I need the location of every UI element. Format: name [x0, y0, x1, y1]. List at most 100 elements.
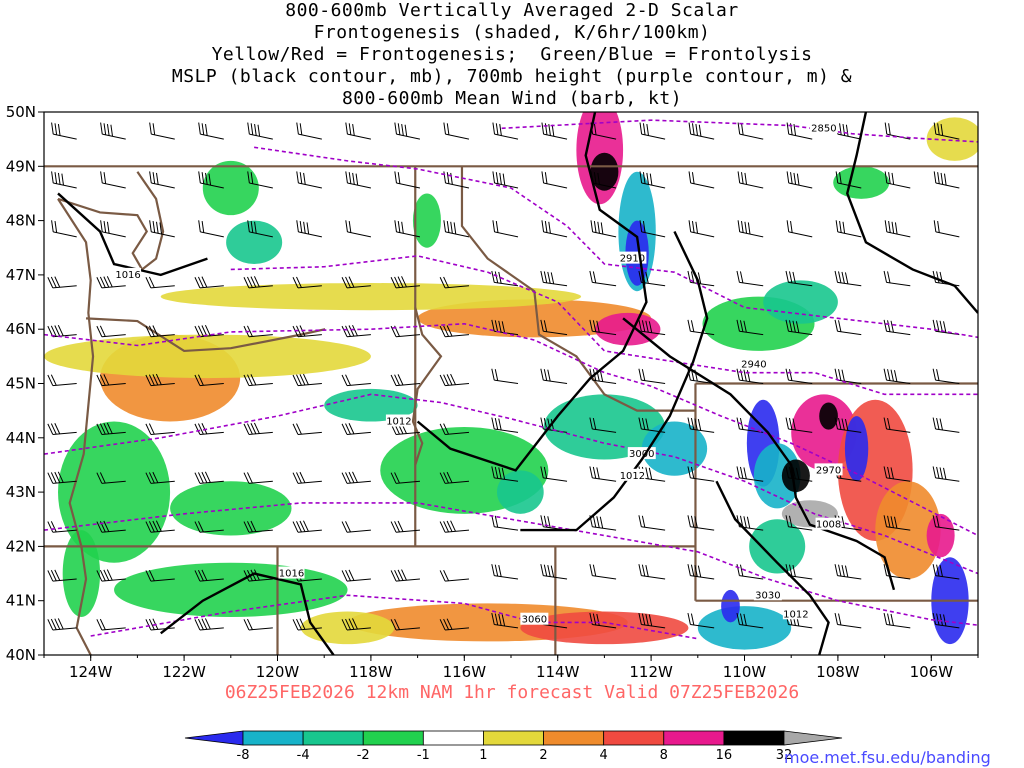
frontogenesis-patch-30	[114, 562, 348, 617]
wind-barb-156	[243, 520, 273, 533]
wind-barb-53	[786, 220, 813, 238]
mslp-label-bg-4	[782, 607, 809, 620]
wind-barb-50	[639, 220, 666, 238]
wind-barb-14	[737, 122, 764, 140]
wind-barb-15	[786, 122, 813, 140]
wind-barb-171	[47, 569, 77, 582]
wind-barb-195	[292, 618, 322, 631]
wind-barb-46	[443, 220, 470, 238]
wind-barb-16	[835, 122, 862, 140]
wind-barb-109	[736, 368, 764, 384]
wind-barb-206	[834, 612, 862, 629]
wind-barb-167	[785, 515, 813, 531]
mslp-contour-4	[715, 480, 830, 655]
mslp-contour-1	[416, 112, 648, 472]
lon-tick-label-0: 124W	[69, 663, 113, 681]
lat-tick-label-6: 46N	[6, 320, 36, 338]
colorbar-label-9: 32	[776, 748, 793, 763]
colorbar-segment-5	[543, 730, 605, 746]
colorbar-label-6: 4	[600, 748, 608, 763]
frontogenesis-patch-15	[753, 443, 801, 509]
lat-tick-label-3: 43N	[6, 483, 36, 501]
wind-barb-87	[589, 319, 617, 336]
wind-barb-135	[145, 471, 175, 484]
wind-barb-119	[292, 423, 322, 435]
frontogenesis-patch-29	[520, 611, 689, 645]
frontogenesis-patch-27	[721, 589, 740, 623]
wind-barb-170	[932, 515, 960, 531]
wind-barb-99	[243, 374, 273, 387]
frontogenesis-patch-42	[833, 166, 890, 199]
wind-barb-113	[932, 368, 960, 384]
wind-barb-125	[589, 417, 617, 433]
wind-barb-130	[834, 417, 862, 433]
wind-barb-24	[296, 171, 322, 189]
colorbar-arrow-low	[184, 730, 244, 746]
wind-barb-72	[785, 270, 813, 287]
colorbar-segment-6	[603, 730, 665, 746]
wind-barb-67	[540, 270, 568, 287]
wind-barb-150	[883, 466, 911, 482]
wind-barb-90	[736, 319, 764, 336]
lat-tick-label-10: 50N	[6, 103, 36, 121]
wind-barb-48	[541, 220, 568, 238]
wind-barb-154	[145, 520, 175, 533]
frontogenesis-patch-35	[137, 171, 185, 227]
lon-tick-label-1: 122W	[162, 663, 206, 681]
wind-barb-139	[341, 471, 371, 484]
height-label-bg-6	[520, 612, 549, 625]
frontogenesis-patch-26	[697, 606, 792, 650]
colorbar-segment-2	[362, 730, 424, 746]
wind-barb-64	[390, 276, 420, 289]
wind-barb-141	[439, 471, 470, 484]
colorbar-segment-7	[663, 730, 725, 746]
wind-barb-179	[439, 569, 470, 582]
wind-barb-65	[439, 276, 470, 289]
wind-barb-131	[883, 417, 911, 433]
frontogenesis-patch-5	[595, 312, 661, 346]
lon-tick-label-3: 118W	[349, 663, 393, 681]
lat-tick-label-9: 49N	[6, 157, 36, 175]
wind-barb-6	[345, 122, 372, 140]
wind-barb-57	[47, 276, 77, 289]
wind-barb-74	[883, 270, 911, 287]
wind-barb-151	[932, 466, 960, 482]
wind-barb-160	[439, 520, 470, 533]
wind-barb-88	[638, 319, 666, 336]
frontogenesis-patch-10	[170, 481, 292, 536]
wind-barb-199	[491, 612, 519, 629]
wind-barb-190	[47, 618, 77, 631]
wind-barb-196	[341, 618, 371, 631]
wind-barb-78	[145, 325, 175, 338]
wind-barb-122	[439, 423, 470, 435]
height-label-2970: 2970	[816, 465, 841, 476]
lon-tick-label-8: 108W	[816, 663, 860, 681]
wind-barb-164	[638, 515, 666, 531]
mslp-label-3: 1012	[620, 471, 645, 482]
height-contour-3030	[44, 502, 978, 626]
wind-barb-116	[145, 423, 175, 435]
mslp-label-bg-0	[115, 267, 142, 280]
height-contour-2940	[230, 255, 978, 396]
colorbar-label-4: 1	[479, 748, 487, 763]
wind-barb-172	[96, 569, 126, 582]
wind-barb-42	[247, 220, 273, 238]
height-contour-2910	[254, 146, 978, 339]
mslp-contour-3	[520, 230, 709, 532]
lat-tick-label-4: 44N	[6, 429, 36, 447]
wind-barb-198	[439, 618, 470, 631]
wind-barb-33	[737, 171, 764, 189]
lat-tick-label-0: 40N	[6, 646, 36, 664]
credit-link[interactable]: moe.met.fsu.edu/banding	[784, 748, 991, 767]
wind-barb-208	[932, 612, 960, 629]
wind-barb-23	[247, 171, 273, 189]
map-title-line-2: Frontogenesis (shaded, K/6hr/100km)	[313, 22, 711, 43]
wind-barb-152	[47, 521, 77, 533]
wind-barb-60	[194, 276, 224, 289]
wind-barb-96	[96, 374, 126, 387]
wind-barb-104	[491, 368, 519, 384]
wind-barb-181	[540, 564, 568, 580]
map-title-line-1: 800-600mb Vertically Averaged 2-D Scalar	[285, 0, 739, 21]
wind-barb-61	[243, 276, 273, 289]
mslp-label-bg-3	[619, 468, 646, 481]
